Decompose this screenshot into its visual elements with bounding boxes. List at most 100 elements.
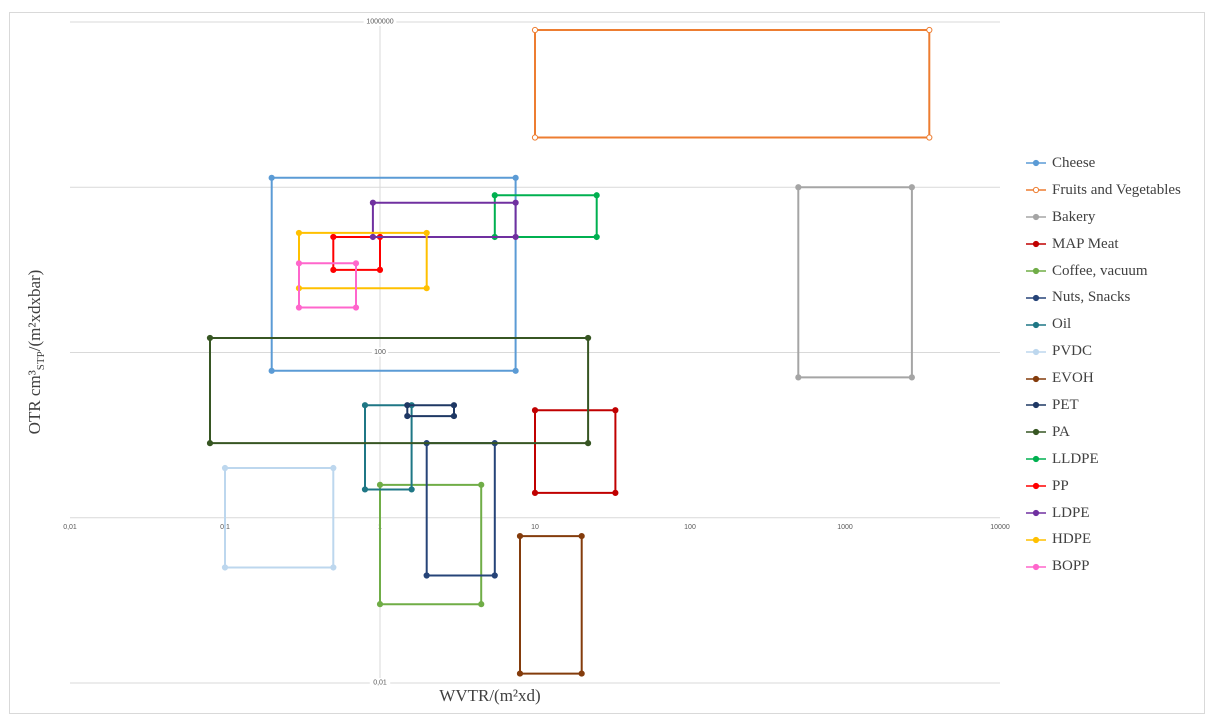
legend-label: Nuts, Snacks	[1052, 289, 1131, 306]
data-point	[908, 184, 915, 191]
data-point	[578, 532, 585, 540]
data-point	[330, 464, 337, 472]
data-point	[512, 367, 519, 374]
y-tick-label: 0,01	[373, 679, 387, 686]
data-point	[612, 407, 619, 414]
y-tick-label: 100	[374, 349, 386, 356]
data-point	[795, 184, 802, 191]
data-point	[531, 134, 539, 141]
series-line	[364, 404, 413, 491]
legend-swatch	[1026, 563, 1046, 570]
legend-label: LLDPE	[1052, 450, 1099, 467]
legend-item: PA	[1026, 419, 1204, 446]
legend-label: Coffee, vacuum	[1052, 262, 1148, 279]
data-point	[330, 564, 337, 571]
data-point	[376, 601, 384, 608]
legend-label: EVOH	[1052, 370, 1094, 387]
legend-item: HDPE	[1026, 526, 1204, 553]
legend-label: Cheese	[1052, 154, 1096, 171]
data-point	[516, 670, 524, 677]
legend-label: BOPP	[1052, 558, 1090, 575]
legend-swatch	[1026, 321, 1046, 328]
data-point	[531, 26, 539, 34]
y-axis-label-tail: /(m²xdxbar)	[25, 270, 44, 352]
data-point	[330, 266, 337, 273]
series-layer	[206, 26, 933, 677]
data-point	[404, 412, 411, 420]
y-tick-label: 1000000	[366, 18, 393, 25]
series-line	[406, 404, 455, 418]
series-line	[379, 483, 483, 606]
series-pp	[330, 233, 384, 273]
data-point	[376, 481, 384, 488]
data-point	[926, 134, 933, 141]
data-point	[512, 199, 519, 206]
data-point	[352, 304, 360, 311]
data-point	[593, 192, 600, 199]
data-point	[295, 304, 303, 311]
legend-swatch	[1026, 241, 1046, 248]
x-tick-label: 1000	[837, 524, 853, 531]
series-bakery	[795, 184, 915, 381]
data-point	[908, 374, 915, 381]
legend-label: Oil	[1052, 316, 1072, 333]
series-fruits-and-vegetables	[531, 26, 933, 141]
legend-label: LDPE	[1052, 504, 1090, 521]
series-oil	[361, 402, 415, 493]
data-point	[491, 192, 498, 199]
data-point	[612, 489, 619, 496]
legend-swatch	[1026, 187, 1046, 194]
legend-item: PET	[1026, 392, 1204, 419]
legend-swatch	[1026, 375, 1046, 382]
legend: Cheese Fruits and Vegetables Bakery MAP Mea…	[1026, 150, 1204, 580]
data-point	[352, 260, 360, 267]
series-bopp	[295, 260, 360, 311]
series-line	[270, 176, 517, 372]
x-axis-label: WVTR/(m²xd)	[439, 686, 540, 705]
data-point	[295, 260, 303, 267]
data-point	[423, 285, 430, 292]
series-line	[534, 29, 931, 139]
legend-item: PVDC	[1026, 338, 1204, 365]
legend-item: MAP Meat	[1026, 231, 1204, 258]
series-line	[425, 442, 496, 577]
data-point	[361, 402, 369, 409]
y-axis-label-main: OTR cm³	[25, 370, 44, 434]
series-line	[519, 535, 583, 675]
y-axis-label-sub: STP	[35, 351, 47, 370]
legend-item: LDPE	[1026, 500, 1204, 527]
legend-swatch	[1026, 214, 1046, 221]
data-point	[423, 229, 430, 237]
data-point	[404, 402, 411, 409]
data-point	[795, 374, 802, 381]
legend-item: Oil	[1026, 311, 1204, 338]
legend-item: Nuts, Snacks	[1026, 284, 1204, 311]
series-evoh	[516, 532, 585, 677]
legend-item: BOPP	[1026, 553, 1204, 580]
data-point	[330, 233, 337, 241]
series-lldpe	[491, 192, 600, 241]
data-point	[376, 266, 384, 273]
data-point	[926, 26, 933, 34]
legend-label: Bakery	[1052, 208, 1096, 225]
legend-label: PA	[1052, 423, 1070, 440]
data-point	[221, 564, 229, 571]
series-line	[534, 409, 617, 494]
series-map-meat	[531, 407, 619, 496]
legend-label: Fruits and Vegetables	[1052, 181, 1181, 198]
legend-swatch	[1026, 456, 1046, 463]
data-point	[423, 572, 430, 579]
x-tick-label: 10000	[990, 524, 1010, 531]
series-pvdc	[221, 464, 337, 571]
data-point	[268, 174, 275, 181]
x-tick-label: 100	[684, 524, 696, 531]
series-coffee-vacuum	[376, 481, 485, 608]
series-line	[298, 231, 428, 290]
series-line	[797, 186, 913, 379]
data-point	[593, 233, 600, 241]
legend-swatch	[1026, 294, 1046, 301]
series-hdpe	[295, 229, 430, 292]
legend-item: PP	[1026, 473, 1204, 500]
data-point	[478, 481, 485, 488]
series-pet	[404, 402, 458, 420]
